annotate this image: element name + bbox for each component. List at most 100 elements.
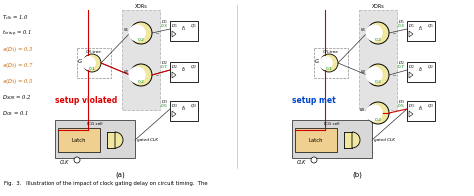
Text: $D_{OR}$ = 0.1: $D_{OR}$ = 0.1	[2, 109, 29, 118]
Text: CLK: CLK	[297, 160, 306, 164]
Circle shape	[311, 157, 317, 163]
Bar	[359, 10, 397, 110]
Bar	[55, 120, 135, 158]
Text: 0.5: 0.5	[398, 104, 405, 108]
Bar	[407, 62, 435, 82]
Text: XORs: XORs	[372, 4, 384, 9]
Text: 0.1: 0.1	[89, 67, 95, 71]
Text: ...: ...	[392, 72, 396, 76]
Text: ICG cell: ICG cell	[324, 122, 340, 126]
Circle shape	[82, 56, 96, 70]
Text: G: G	[315, 58, 319, 64]
Text: gated CLK: gated CLK	[374, 138, 395, 142]
Text: ...: ...	[155, 30, 159, 34]
Circle shape	[130, 22, 152, 44]
Text: $g_1$: $g_1$	[360, 26, 366, 34]
Text: 0.7: 0.7	[398, 65, 405, 69]
Wedge shape	[115, 132, 123, 148]
Text: $f_1$: $f_1$	[418, 24, 424, 33]
Bar	[58, 128, 100, 152]
Text: $Q_1$: $Q_1$	[427, 23, 434, 30]
Text: setup met: setup met	[292, 95, 336, 104]
Text: $g_3$: $g_3$	[359, 106, 366, 114]
Bar	[122, 10, 160, 110]
Text: $D_3$: $D_3$	[409, 103, 415, 110]
Text: $D_1$: $D_1$	[398, 18, 405, 26]
Text: $f_2$: $f_2$	[418, 65, 424, 74]
Circle shape	[128, 66, 146, 83]
Text: $Q_2$: $Q_2$	[190, 64, 197, 71]
Text: $Q_3$: $Q_3$	[190, 103, 197, 110]
Text: 0.2: 0.2	[137, 80, 145, 84]
Text: $D_2$: $D_2$	[398, 59, 405, 67]
Text: (b): (b)	[352, 172, 362, 179]
Text: $D_1$: $D_1$	[161, 18, 168, 26]
Text: 0.2: 0.2	[374, 118, 382, 122]
Text: $D_1$: $D_1$	[409, 23, 415, 30]
Bar	[107, 132, 115, 148]
Text: $Q_2$: $Q_2$	[427, 64, 434, 71]
Bar	[292, 120, 372, 158]
Circle shape	[83, 54, 101, 72]
Text: $a(D_1)$ = 0.3: $a(D_1)$ = 0.3	[2, 45, 34, 54]
Text: 0.1: 0.1	[326, 67, 332, 71]
Text: $T_{clk}$ = 1.0: $T_{clk}$ = 1.0	[2, 13, 28, 22]
Circle shape	[365, 66, 383, 83]
Text: Latch: Latch	[309, 138, 323, 142]
Text: OR-tree: OR-tree	[86, 50, 102, 54]
Text: setup violated: setup violated	[55, 95, 117, 104]
Circle shape	[365, 24, 383, 42]
Text: 0.7: 0.7	[161, 65, 168, 69]
Bar	[77, 48, 111, 78]
Text: $g_1$: $g_1$	[123, 26, 129, 34]
Text: ...: ...	[392, 30, 396, 34]
Text: Latch: Latch	[72, 138, 86, 142]
Text: 0.2: 0.2	[374, 80, 382, 84]
Bar	[170, 62, 198, 82]
Bar	[170, 21, 198, 41]
Text: $a(D_3)$ = 0.5: $a(D_3)$ = 0.5	[2, 77, 34, 86]
Text: XORs: XORs	[135, 4, 147, 9]
Text: Fig.  3.   Illustration of the impact of clock gating delay on circuit timing.  : Fig. 3. Illustration of the impact of cl…	[4, 181, 208, 186]
Text: 0.2: 0.2	[137, 38, 145, 42]
Circle shape	[320, 54, 338, 72]
Text: OR-tree: OR-tree	[323, 50, 339, 54]
Text: (a): (a)	[115, 172, 125, 179]
Text: ICG cell: ICG cell	[87, 122, 103, 126]
Bar	[314, 48, 348, 78]
Text: CLK: CLK	[60, 160, 69, 164]
Text: $D_2$: $D_2$	[172, 64, 178, 71]
Bar	[170, 101, 198, 121]
Text: $f_2$: $f_2$	[181, 65, 187, 74]
Text: $D_2$: $D_2$	[409, 64, 415, 71]
Text: 0.5: 0.5	[161, 104, 168, 108]
Text: G: G	[78, 58, 82, 64]
Circle shape	[367, 102, 389, 124]
Bar	[407, 101, 435, 121]
Text: $g_2$: $g_2$	[360, 68, 366, 76]
Bar	[344, 132, 352, 148]
Circle shape	[319, 56, 333, 70]
Text: $f_1$: $f_1$	[181, 24, 187, 33]
Circle shape	[74, 157, 80, 163]
Text: $D_3$: $D_3$	[398, 98, 405, 106]
Bar	[407, 21, 435, 41]
Text: $Q_3$: $Q_3$	[427, 103, 434, 110]
Text: $D_3$: $D_3$	[172, 103, 178, 110]
Circle shape	[130, 64, 152, 86]
Text: $D_1$: $D_1$	[172, 23, 178, 30]
Text: $a(D_2)$ = 0.7: $a(D_2)$ = 0.7	[2, 61, 34, 70]
Text: 0.2: 0.2	[374, 38, 382, 42]
Circle shape	[367, 22, 389, 44]
Text: ...: ...	[155, 72, 159, 76]
Text: 0.3: 0.3	[161, 24, 168, 28]
Text: $D_3$: $D_3$	[161, 98, 168, 106]
Circle shape	[128, 24, 146, 42]
Bar	[295, 128, 337, 152]
Text: gated CLK: gated CLK	[137, 138, 158, 142]
Circle shape	[367, 64, 389, 86]
Text: $g_2$: $g_2$	[123, 68, 129, 76]
Text: $D_2$: $D_2$	[161, 59, 168, 67]
Text: $Q_1$: $Q_1$	[190, 23, 197, 30]
Text: 0.3: 0.3	[398, 24, 405, 28]
